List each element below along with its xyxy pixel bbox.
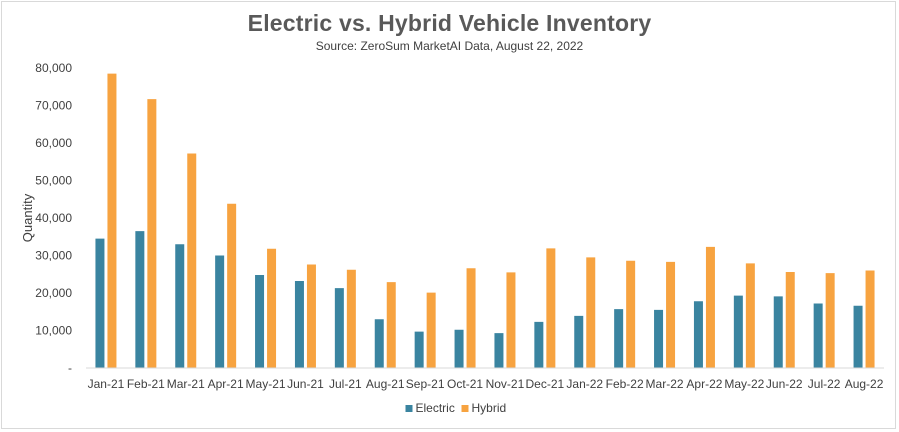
- x-tick-label: Jul-21: [329, 377, 362, 391]
- bar-electric-dec-21: [534, 321, 544, 368]
- x-tick-label: Oct-21: [447, 377, 483, 391]
- bar-electric-apr-21: [215, 255, 225, 368]
- bar-hybrid-feb-22: [626, 260, 636, 368]
- y-tick-label: 60,000: [35, 136, 72, 150]
- chart-title: Electric vs. Hybrid Vehicle Inventory: [247, 10, 652, 36]
- y-tick-label: -: [68, 361, 72, 375]
- bar-hybrid-oct-21: [466, 268, 476, 368]
- bar-hybrid-mar-22: [666, 261, 676, 368]
- bar-hybrid-apr-22: [705, 246, 715, 368]
- x-tick-label: Jul-22: [808, 377, 841, 391]
- x-tick-label: Mar-22: [646, 377, 684, 391]
- y-axis-label: Quantity: [20, 193, 35, 242]
- y-tick-label: 80,000: [35, 61, 72, 75]
- x-tick-label: Aug-22: [845, 377, 884, 391]
- legend-label-hybrid: Hybrid: [472, 401, 507, 415]
- y-tick-label: 40,000: [35, 211, 72, 225]
- bar-hybrid-jan-22: [586, 257, 596, 368]
- bar-electric-may-21: [255, 275, 265, 368]
- x-tick-label: Jan-21: [88, 377, 125, 391]
- bar-electric-nov-21: [494, 333, 504, 368]
- y-axis-ticks: - 10,000 20,000 30,000 40,000 50,000 60,000 70,…: [35, 61, 72, 375]
- bar-hybrid-sep-21: [426, 292, 436, 368]
- x-tick-label: Sep-21: [406, 377, 445, 391]
- x-tick-label: Feb-22: [606, 377, 644, 391]
- y-tick-label: 70,000: [35, 99, 72, 113]
- bar-electric-jan-22: [574, 315, 584, 368]
- x-tick-label: May-21: [246, 377, 286, 391]
- bar-electric-mar-22: [654, 309, 664, 368]
- x-tick-label: May-22: [724, 377, 764, 391]
- x-tick-label: Jun-21: [287, 377, 324, 391]
- x-tick-label: Feb-21: [127, 377, 165, 391]
- x-tick-label: Jan-22: [566, 377, 603, 391]
- y-tick-label: 20,000: [35, 286, 72, 300]
- bar-electric-jan-21: [95, 238, 105, 368]
- bar-hybrid-may-21: [267, 248, 277, 368]
- bar-electric-apr-22: [693, 301, 703, 368]
- legend-swatch-hybrid: [461, 405, 469, 412]
- y-tick-label: 50,000: [35, 174, 72, 188]
- bar-hybrid-jun-22: [785, 272, 795, 368]
- x-tick-label: Mar-21: [167, 377, 205, 391]
- bar-electric-may-22: [733, 295, 743, 368]
- bar-hybrid-feb-21: [147, 99, 157, 368]
- legend-label-electric: Electric: [416, 401, 455, 415]
- y-tick-label: 10,000: [35, 324, 72, 338]
- bar-electric-sep-21: [414, 331, 424, 368]
- bar-hybrid-jul-22: [825, 273, 835, 368]
- x-tick-label: Apr-21: [208, 377, 244, 391]
- bar-electric-aug-21: [374, 319, 384, 368]
- bar-electric-jun-22: [773, 296, 783, 368]
- bar-electric-feb-22: [614, 309, 624, 368]
- bar-electric-feb-21: [135, 231, 145, 368]
- bar-area: [95, 73, 875, 368]
- x-tick-label: Aug-21: [366, 377, 405, 391]
- x-tick-label: Apr-22: [686, 377, 722, 391]
- bar-hybrid-aug-22: [865, 270, 875, 368]
- legend: Electric Hybrid: [405, 401, 507, 415]
- bar-hybrid-apr-21: [227, 203, 237, 368]
- bar-hybrid-may-22: [745, 263, 755, 368]
- x-tick-label: Jun-22: [766, 377, 803, 391]
- bar-hybrid-jun-21: [306, 264, 316, 368]
- bar-hybrid-nov-21: [506, 272, 516, 368]
- bar-hybrid-mar-21: [187, 153, 197, 368]
- bar-electric-oct-21: [454, 329, 464, 368]
- x-tick-label: Nov-21: [486, 377, 525, 391]
- x-tick-label: Dec-21: [526, 377, 565, 391]
- bar-hybrid-aug-21: [386, 282, 396, 368]
- bar-electric-jul-22: [813, 303, 823, 368]
- bar-electric-aug-22: [853, 305, 863, 368]
- bar-electric-mar-21: [175, 244, 185, 368]
- chart-subtitle: Source: ZeroSum MarketAI Data, August 22…: [315, 39, 584, 53]
- bar-electric-jun-21: [294, 281, 304, 368]
- y-tick-label: 30,000: [35, 249, 72, 263]
- legend-swatch-electric: [405, 405, 413, 412]
- bar-hybrid-jan-21: [107, 73, 117, 368]
- bar-electric-jul-21: [334, 288, 344, 368]
- bar-hybrid-jul-21: [346, 269, 356, 368]
- bar-hybrid-dec-21: [546, 248, 556, 368]
- x-axis-ticks: Jan-21 Feb-21 Mar-21 Apr-21 May-21 Jun-21 Jul-…: [88, 377, 884, 391]
